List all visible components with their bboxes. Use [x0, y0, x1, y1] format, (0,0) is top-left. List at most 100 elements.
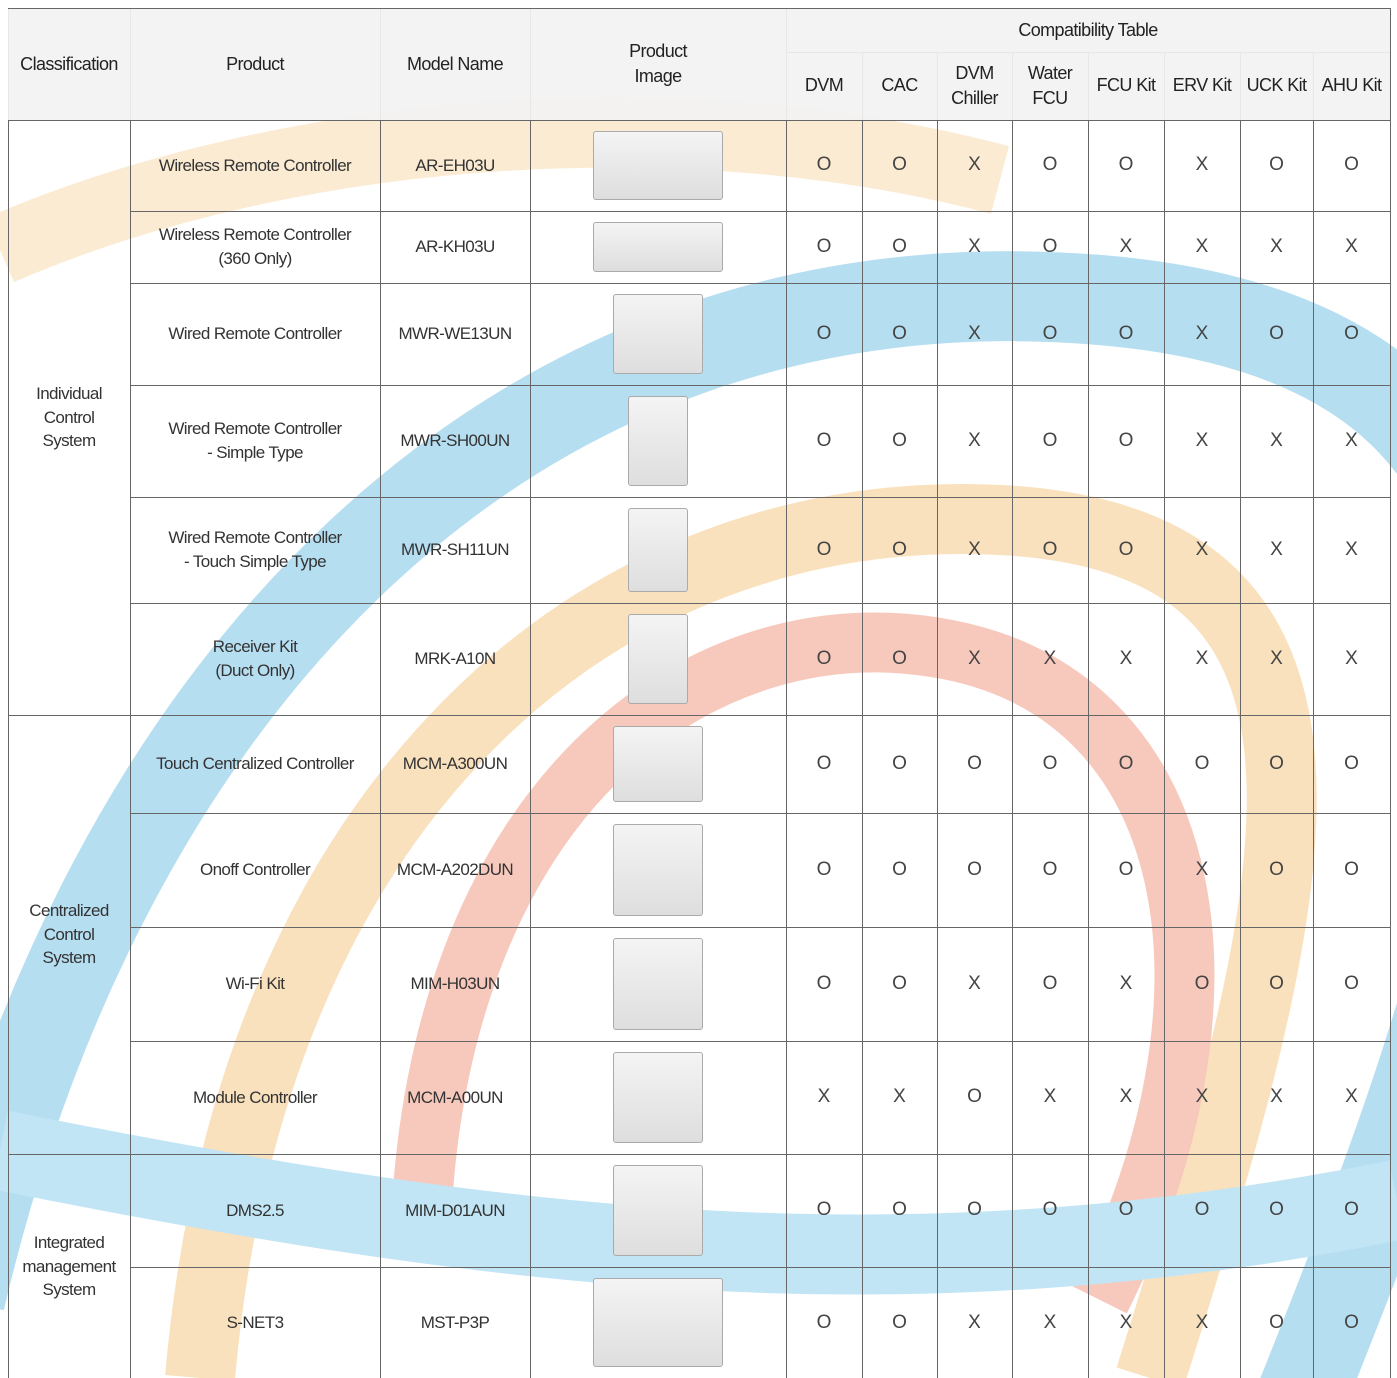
- product-image: [613, 294, 703, 374]
- model-name: MST-P3P: [380, 1267, 531, 1378]
- compatibility-mark: O: [1012, 813, 1089, 928]
- model-name: MCM-A300UN: [380, 715, 531, 814]
- compatibility-mark: O: [1240, 1267, 1314, 1378]
- compatibility-mark: X: [937, 385, 1013, 498]
- compatibility-mark: O: [1088, 385, 1165, 498]
- compatibility-mark: O: [937, 715, 1013, 814]
- compatibility-mark: O: [1240, 813, 1314, 928]
- compatibility-mark: X: [1313, 603, 1391, 716]
- product-image-cell: [530, 283, 787, 386]
- header-column: CAC: [862, 52, 938, 121]
- product-image: [613, 726, 703, 802]
- model-name: MWR-SH00UN: [380, 385, 531, 498]
- compatibility-mark: X: [1088, 1267, 1165, 1378]
- compatibility-mark: O: [1012, 715, 1089, 814]
- compatibility-mark: X: [937, 603, 1013, 716]
- product-image: [613, 938, 703, 1030]
- compatibility-mark: O: [862, 1267, 938, 1378]
- compatibility-mark: X: [937, 1267, 1013, 1378]
- product-image-cell: [530, 927, 787, 1042]
- compatibility-mark: O: [1313, 715, 1391, 814]
- classification: Centralized Control System: [8, 715, 131, 1155]
- header-compatibility: Compatibility Table: [786, 8, 1391, 53]
- compatibility-mark: O: [862, 211, 938, 284]
- compatibility-mark: O: [1313, 1267, 1391, 1378]
- compatibility-mark: X: [937, 211, 1013, 284]
- compatibility-mark: X: [1240, 211, 1314, 284]
- classification: Individual Control System: [8, 120, 131, 716]
- product-image: [613, 824, 703, 916]
- compatibility-mark: O: [1164, 1154, 1241, 1268]
- header-model: Model Name: [380, 8, 531, 121]
- compatibility-mark: X: [1313, 1041, 1391, 1155]
- product-image-cell: [530, 1267, 787, 1378]
- header-column: DVM Chiller: [937, 52, 1013, 121]
- table-left-border: [7, 8, 9, 1378]
- compatibility-mark: X: [1164, 813, 1241, 928]
- product-image-cell: [530, 813, 787, 928]
- compatibility-mark: X: [1088, 603, 1165, 716]
- compatibility-mark: O: [786, 497, 863, 604]
- product-image-cell: [530, 120, 787, 212]
- compatibility-mark: O: [1012, 1154, 1089, 1268]
- compatibility-mark: O: [862, 497, 938, 604]
- product: S-NET3: [130, 1267, 381, 1378]
- compatibility-mark: O: [786, 1267, 863, 1378]
- header-product: Product: [130, 8, 381, 121]
- compatibility-mark: O: [1012, 927, 1089, 1042]
- compatibility-mark: O: [786, 211, 863, 284]
- compatibility-mark: O: [786, 385, 863, 498]
- product-image: [628, 396, 688, 486]
- compatibility-mark: X: [937, 497, 1013, 604]
- compatibility-mark: O: [786, 1154, 863, 1268]
- compatibility-mark: O: [937, 813, 1013, 928]
- compatibility-mark: X: [1012, 1041, 1089, 1155]
- product: DMS2.5: [130, 1154, 381, 1268]
- model-name: AR-KH03U: [380, 211, 531, 284]
- compatibility-mark: X: [1240, 385, 1314, 498]
- compatibility-mark: O: [1012, 283, 1089, 386]
- model-name: MCM-A202DUN: [380, 813, 531, 928]
- compatibility-mark: O: [786, 927, 863, 1042]
- compatibility-mark: X: [1313, 497, 1391, 604]
- compatibility-mark: X: [1164, 211, 1241, 284]
- model-name: MWR-WE13UN: [380, 283, 531, 386]
- compatibility-mark: O: [1240, 283, 1314, 386]
- product-image-cell: [530, 497, 787, 604]
- compatibility-mark: O: [937, 1041, 1013, 1155]
- header-column: DVM: [786, 52, 863, 121]
- product: Wired Remote Controller: [130, 283, 381, 386]
- compatibility-mark: X: [1164, 385, 1241, 498]
- model-name: AR-EH03U: [380, 120, 531, 212]
- compatibility-mark: X: [937, 120, 1013, 212]
- product-image: [613, 1165, 703, 1256]
- model-name: MIM-H03UN: [380, 927, 531, 1042]
- product-image: [593, 1278, 723, 1367]
- compatibility-mark: O: [862, 715, 938, 814]
- compatibility-mark: O: [1088, 497, 1165, 604]
- header-column: Water FCU: [1012, 52, 1089, 121]
- product: Wired Remote Controller - Simple Type: [130, 385, 381, 498]
- compatibility-mark: O: [1240, 715, 1314, 814]
- compatibility-mark: X: [1012, 603, 1089, 716]
- compatibility-mark: O: [786, 283, 863, 386]
- product-image: [593, 222, 723, 272]
- compatibility-mark: X: [1088, 1041, 1165, 1155]
- product: Receiver Kit (Duct Only): [130, 603, 381, 716]
- product: Wireless Remote Controller: [130, 120, 381, 212]
- compatibility-mark: O: [1313, 283, 1391, 386]
- compatibility-mark: X: [1012, 1267, 1089, 1378]
- model-name: MIM-D01AUN: [380, 1154, 531, 1268]
- header-column: UCK Kit: [1240, 52, 1314, 121]
- product-image: [628, 614, 688, 704]
- compatibility-mark: O: [786, 715, 863, 814]
- compatibility-mark: X: [1164, 1041, 1241, 1155]
- compatibility-mark: X: [937, 283, 1013, 386]
- compatibility-mark: O: [1313, 927, 1391, 1042]
- compatibility-mark: O: [1088, 283, 1165, 386]
- compatibility-mark: O: [862, 120, 938, 212]
- compatibility-mark: O: [1088, 1154, 1165, 1268]
- compatibility-mark: O: [1012, 120, 1089, 212]
- compatibility-mark: O: [862, 603, 938, 716]
